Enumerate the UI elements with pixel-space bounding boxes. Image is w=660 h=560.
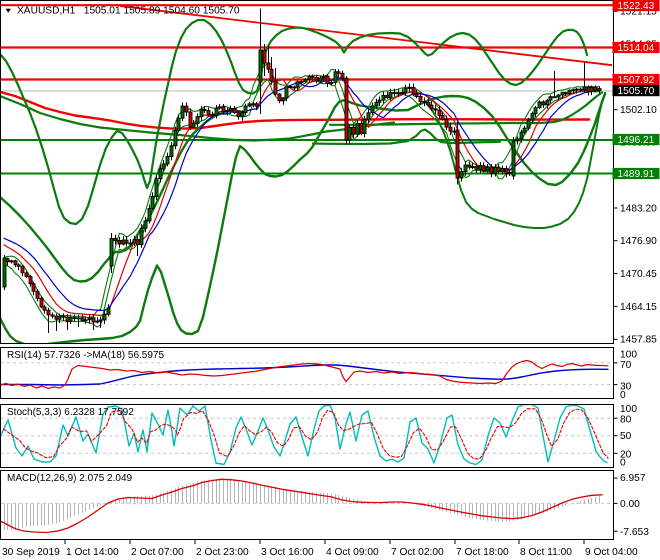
svg-text:1502.10: 1502.10 bbox=[620, 105, 657, 116]
svg-text:1464.15: 1464.15 bbox=[620, 302, 657, 313]
svg-text:XAUUSD,H1 1505.01 1505.89 15: XAUUSD,H1 1505.01 1505.89 1504.60 1505.7… bbox=[17, 6, 240, 17]
svg-text:30: 30 bbox=[620, 382, 632, 393]
svg-text:2 Oct 07:00: 2 Oct 07:00 bbox=[131, 547, 184, 558]
svg-text:0: 0 bbox=[620, 458, 626, 469]
svg-text:4 Oct 09:00: 4 Oct 09:00 bbox=[326, 547, 379, 558]
svg-text:1522.43: 1522.43 bbox=[618, 1, 655, 12]
svg-text:1505.70: 1505.70 bbox=[618, 86, 655, 97]
svg-text:30 Sep 2019: 30 Sep 2019 bbox=[2, 547, 60, 558]
svg-text:1457.85: 1457.85 bbox=[620, 335, 657, 346]
svg-text:0.00: 0.00 bbox=[620, 499, 640, 510]
svg-text:1496.21: 1496.21 bbox=[618, 135, 655, 146]
svg-text:50: 50 bbox=[620, 431, 632, 442]
svg-text:2 Oct 23:00: 2 Oct 23:00 bbox=[196, 547, 249, 558]
svg-text:9 Oct 04:00: 9 Oct 04:00 bbox=[585, 547, 638, 558]
svg-text:1507.92: 1507.92 bbox=[618, 75, 655, 86]
svg-text:1489.91: 1489.91 bbox=[618, 169, 655, 180]
svg-text:1521.15: 1521.15 bbox=[620, 7, 657, 18]
svg-text:100: 100 bbox=[620, 350, 637, 361]
svg-text:1483.20: 1483.20 bbox=[620, 203, 657, 214]
svg-text:100: 100 bbox=[620, 404, 637, 415]
svg-text:Stoch(5,3,3) 6.2328 17.7592: Stoch(5,3,3) 6.2328 17.7592 bbox=[7, 407, 134, 418]
svg-text:8 Oct 11:00: 8 Oct 11:00 bbox=[520, 547, 572, 558]
svg-text:80: 80 bbox=[620, 414, 632, 425]
svg-text:1 Oct 14:00: 1 Oct 14:00 bbox=[66, 547, 119, 558]
svg-text:7 Oct 18:00: 7 Oct 18:00 bbox=[456, 547, 509, 558]
svg-text:MACD(12,26,9) 2.075 2.049: MACD(12,26,9) 2.075 2.049 bbox=[7, 473, 133, 484]
svg-text:7 Oct 02:00: 7 Oct 02:00 bbox=[391, 547, 444, 558]
svg-text:RSI(14) 57.7326 ->MA(18) 56.5: RSI(14) 57.7326 ->MA(18) 56.5975 bbox=[7, 350, 164, 361]
svg-text:0: 0 bbox=[620, 390, 626, 401]
svg-text:6.957: 6.957 bbox=[620, 473, 646, 484]
svg-text:1470.45: 1470.45 bbox=[620, 269, 657, 280]
svg-text:3 Oct 16:00: 3 Oct 16:00 bbox=[261, 547, 314, 558]
svg-text:1514.04: 1514.04 bbox=[618, 43, 655, 54]
svg-text:-7.653: -7.653 bbox=[620, 527, 649, 538]
svg-text:1476.90: 1476.90 bbox=[620, 236, 657, 247]
svg-text:70: 70 bbox=[620, 360, 632, 371]
svg-text:20: 20 bbox=[620, 449, 632, 460]
